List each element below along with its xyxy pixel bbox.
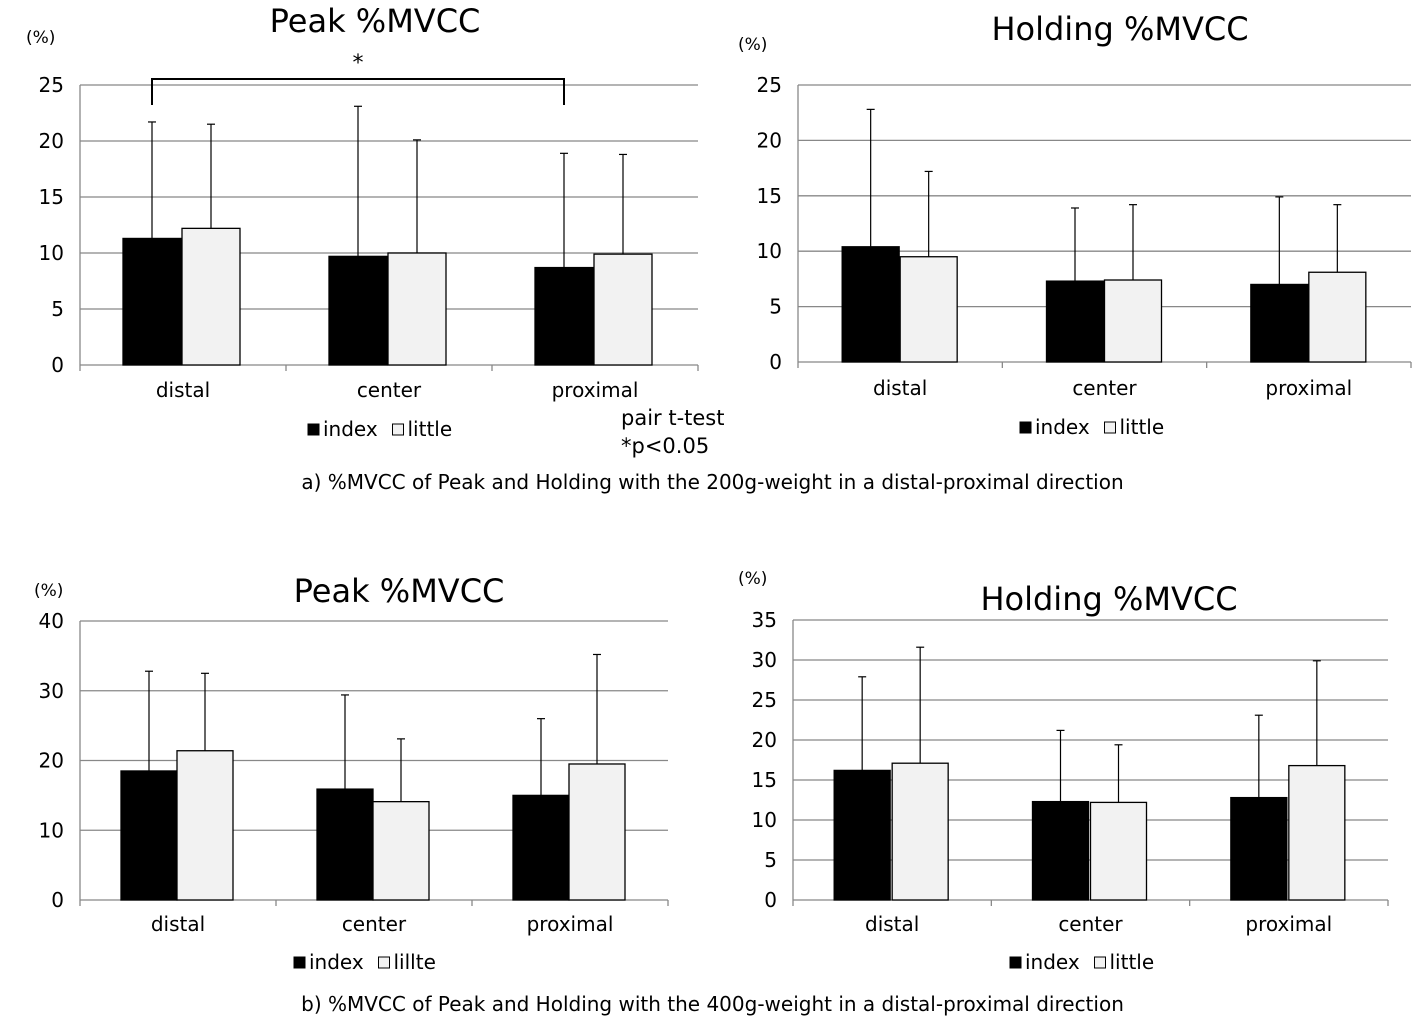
bar-little-proximal — [1288, 764, 1346, 901]
y-tick-label: 20 — [39, 749, 64, 773]
y-tick-label: 5 — [51, 297, 64, 321]
x-category-label: proximal — [1265, 376, 1352, 400]
chart-title: Holding %MVCC — [991, 10, 1248, 48]
stat-note-threshold: *p<0.05 — [621, 434, 710, 458]
y-tick-label: 10 — [39, 818, 64, 842]
significance-bracket — [151, 78, 565, 105]
y-tick-label: 15 — [752, 768, 777, 792]
x-category-label: center — [1058, 912, 1123, 936]
x-category-label: distal — [151, 912, 205, 936]
legend-swatch-little — [1094, 956, 1106, 969]
legend-swatch-little — [1104, 421, 1116, 434]
chart-b-peak: Peak %MVCC (%) 0 10 20 30 40 distal center proxim… — [34, 572, 669, 974]
chart-a-holding: Holding %MVCC (%) 0 5 10 15 20 25 distal center pr… — [738, 10, 1412, 439]
y-tick-label: 25 — [752, 688, 777, 712]
legend-label-index: index — [309, 950, 364, 974]
y-tick-label: 25 — [757, 73, 782, 97]
legend-swatch-index — [1019, 421, 1032, 434]
y-tick-label: 10 — [39, 241, 64, 265]
legend-swatch-lillte — [378, 956, 390, 969]
bar-index-distal — [833, 769, 891, 901]
legend-swatch-little — [392, 423, 404, 436]
y-tick-label: 25 — [39, 73, 64, 97]
y-unit-label: (%) — [738, 35, 767, 55]
chart-a-peak: Peak %MVCC (%) 0 5 10 15 20 25 distal center proxi… — [26, 2, 699, 441]
chart-title: Peak %MVCC — [270, 2, 481, 40]
bar-index-proximal — [1250, 283, 1309, 363]
y-tick-label: 5 — [769, 295, 782, 319]
y-tick-label: 10 — [757, 239, 782, 263]
bar-index-center — [328, 255, 388, 366]
chart-title: Peak %MVCC — [294, 572, 505, 610]
legend-swatch-index — [1009, 956, 1022, 969]
x-category-label: center — [1072, 376, 1137, 400]
legend-label-index: index — [1035, 415, 1090, 439]
bar-index-center — [1045, 280, 1105, 363]
x-category-label: distal — [156, 378, 210, 402]
y-tick-label: 20 — [757, 128, 782, 152]
bar-index-center — [316, 788, 374, 901]
y-tick-label: 0 — [769, 350, 782, 374]
bar-index-proximal — [1230, 796, 1288, 901]
chart-b-holding: Holding %MVCC (%) 0 5 10 15 20 25 30 35 distal cent… — [738, 569, 1389, 974]
bar-little-center — [1103, 279, 1163, 363]
legend-label-little: little — [1110, 950, 1155, 974]
x-category-label: distal — [865, 912, 919, 936]
y-tick-label: 10 — [752, 808, 777, 832]
y-tick-label: 0 — [51, 353, 64, 377]
legend-label-index: index — [1025, 950, 1080, 974]
bar-index-distal — [120, 770, 178, 901]
bar-index-proximal — [512, 794, 570, 901]
bar-index-distal — [841, 246, 900, 363]
caption-b: b) %MVCC of Peak and Holding with the 40… — [301, 992, 1124, 1016]
y-tick-label: 15 — [757, 184, 782, 208]
legend-swatch-index — [293, 956, 306, 969]
y-tick-label: 0 — [764, 888, 777, 912]
x-category-label: center — [357, 378, 422, 402]
bar-little-center — [387, 252, 447, 366]
y-tick-label: 0 — [51, 888, 64, 912]
caption-a: a) %MVCC of Peak and Holding with the 20… — [301, 470, 1124, 494]
stat-note: pair t-test *p<0.05 — [621, 404, 724, 460]
legend-label-little: little — [1120, 415, 1165, 439]
x-category-label: center — [342, 912, 407, 936]
bar-little-proximal — [593, 253, 653, 366]
bar-little-distal — [899, 256, 958, 363]
x-category-label: distal — [873, 376, 927, 400]
y-tick-label: 30 — [752, 648, 777, 672]
legend-label-index: index — [323, 417, 378, 441]
bar-little-center — [1089, 801, 1148, 901]
x-category-label: proximal — [527, 912, 614, 936]
y-tick-label: 20 — [39, 129, 64, 153]
y-tick-label: 40 — [39, 609, 64, 633]
bar-little-proximal — [1308, 271, 1367, 363]
legend-label-little: little — [408, 417, 453, 441]
bar-index-distal — [122, 237, 182, 366]
legend-label-lillte: lillte — [394, 950, 436, 974]
y-unit-label: (%) — [26, 28, 55, 48]
x-category-label: proximal — [1245, 912, 1332, 936]
bar-lillte-distal — [176, 750, 234, 901]
y-tick-label: 15 — [39, 185, 64, 209]
y-tick-label: 20 — [752, 728, 777, 752]
bar-little-distal — [181, 227, 241, 366]
y-tick-label: 30 — [39, 679, 64, 703]
bar-index-proximal — [534, 266, 594, 366]
y-unit-label: (%) — [738, 569, 767, 589]
significance-marker: * — [353, 51, 364, 76]
y-tick-label: 35 — [752, 608, 777, 632]
stat-note-test: pair t-test — [621, 406, 725, 430]
bar-index-center — [1031, 800, 1090, 901]
y-tick-label: 5 — [764, 848, 777, 872]
bar-lillte-proximal — [568, 763, 626, 901]
chart-title: Holding %MVCC — [980, 580, 1237, 618]
bar-little-distal — [891, 762, 949, 901]
x-category-label: proximal — [552, 378, 639, 402]
bar-lillte-center — [372, 801, 430, 901]
legend-swatch-index — [307, 423, 320, 436]
y-unit-label: (%) — [34, 581, 63, 601]
